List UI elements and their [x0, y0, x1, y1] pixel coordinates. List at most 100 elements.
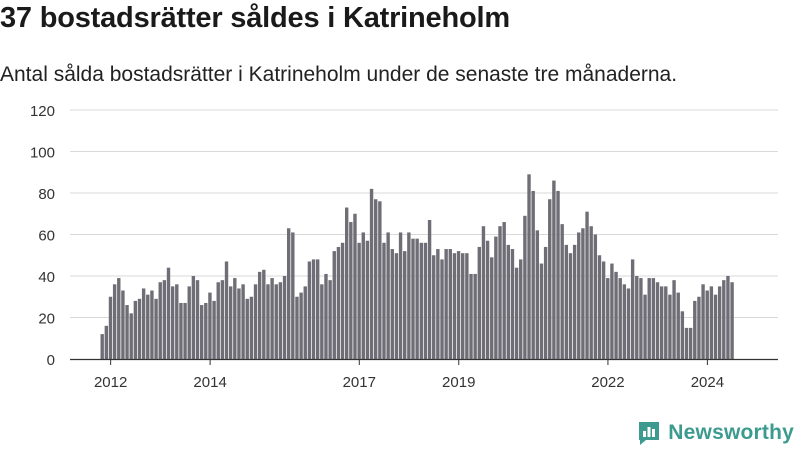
bar: [141, 288, 146, 359]
bar: [112, 284, 117, 359]
bar: [398, 232, 403, 359]
x-tick-label: 2014: [193, 374, 226, 391]
bar: [473, 273, 477, 359]
bar: [216, 282, 220, 359]
bar: [635, 276, 639, 359]
bar: [162, 280, 167, 359]
bar: [166, 267, 171, 359]
bar: [390, 249, 394, 359]
bar: [465, 253, 469, 359]
bar: [568, 253, 573, 359]
bar: [502, 222, 506, 359]
x-tick-label: 2024: [691, 374, 724, 391]
bar: [133, 300, 138, 359]
bar: [717, 286, 722, 360]
bar: [104, 325, 109, 359]
bar: [307, 261, 312, 359]
bar: [345, 207, 349, 359]
bar: [291, 232, 295, 359]
bar: [593, 234, 598, 359]
bar: [477, 246, 481, 359]
bar: [514, 267, 519, 359]
bar: [440, 259, 444, 359]
bar: [340, 242, 345, 359]
bar: [432, 255, 436, 359]
newsworthy-chart-icon: [639, 422, 660, 445]
bar: [117, 278, 121, 359]
bar: [572, 244, 577, 360]
bar: [548, 199, 552, 359]
bar: [461, 253, 465, 359]
bar: [664, 286, 668, 360]
bar: [498, 226, 502, 359]
bar: [357, 242, 361, 359]
bar: [121, 290, 125, 359]
bar: [303, 286, 307, 360]
y-tick-label: 0: [47, 352, 55, 369]
bar: [668, 294, 672, 359]
x-tick-label: 2017: [343, 374, 376, 391]
bar: [324, 273, 328, 359]
bar: [282, 276, 287, 359]
bar: [577, 232, 581, 359]
bar: [224, 261, 229, 359]
x-axis-ticks: 2012 2014 2017 2019 2022 2024: [94, 359, 724, 391]
bar: [199, 305, 204, 359]
bar: [191, 276, 196, 359]
bar: [100, 334, 104, 359]
bar: [249, 296, 254, 359]
bar: [556, 190, 560, 359]
newsworthy-logo: Newsworthy: [637, 420, 794, 446]
bar: [266, 284, 270, 359]
bar: [374, 199, 378, 359]
bar: [274, 284, 278, 359]
bar: [705, 290, 709, 359]
y-tick-label: 40: [38, 269, 55, 286]
bars: [100, 174, 734, 360]
bar: [610, 263, 614, 359]
y-tick-label: 120: [30, 103, 55, 120]
bar: [332, 251, 336, 359]
y-tick-label: 100: [30, 145, 55, 162]
bar: [452, 253, 457, 359]
bar: [378, 201, 382, 359]
chart-title: 37 bostadsrätter såldes i Katrineholm: [0, 2, 510, 34]
bar: [286, 228, 291, 359]
bar: [552, 180, 556, 359]
bar: [539, 263, 544, 359]
bar: [315, 259, 320, 359]
bar: [481, 226, 486, 359]
bar: [170, 286, 175, 360]
bar: [564, 244, 569, 360]
bar: [651, 278, 656, 359]
bar: [630, 259, 635, 359]
bar: [299, 292, 303, 359]
bar-chart: 0 20 40 60 80 100 120 2012 2014 2017 2019 2022 2024…: [30, 95, 778, 391]
bar: [722, 280, 726, 359]
bar: [158, 282, 162, 359]
bar: [394, 253, 399, 359]
bar: [436, 249, 440, 359]
bar: [506, 244, 511, 360]
bar: [353, 213, 357, 359]
brand-name: Newsworthy: [668, 421, 794, 444]
bar: [726, 276, 730, 359]
bar: [245, 298, 249, 359]
bar: [204, 302, 208, 359]
bar: [278, 282, 283, 359]
bar: [676, 292, 680, 359]
bar: [336, 246, 341, 359]
data-labels: 37: [731, 95, 750, 99]
bar: [469, 273, 473, 359]
bar: [585, 211, 589, 359]
bar: [701, 284, 705, 359]
bar: [129, 313, 133, 359]
bar: [490, 257, 494, 359]
bar: [643, 294, 647, 359]
bar: [614, 271, 618, 359]
bar: [320, 284, 324, 359]
bar: [693, 300, 697, 359]
bar: [146, 294, 150, 359]
bar: [688, 327, 693, 360]
bar: [581, 228, 585, 359]
